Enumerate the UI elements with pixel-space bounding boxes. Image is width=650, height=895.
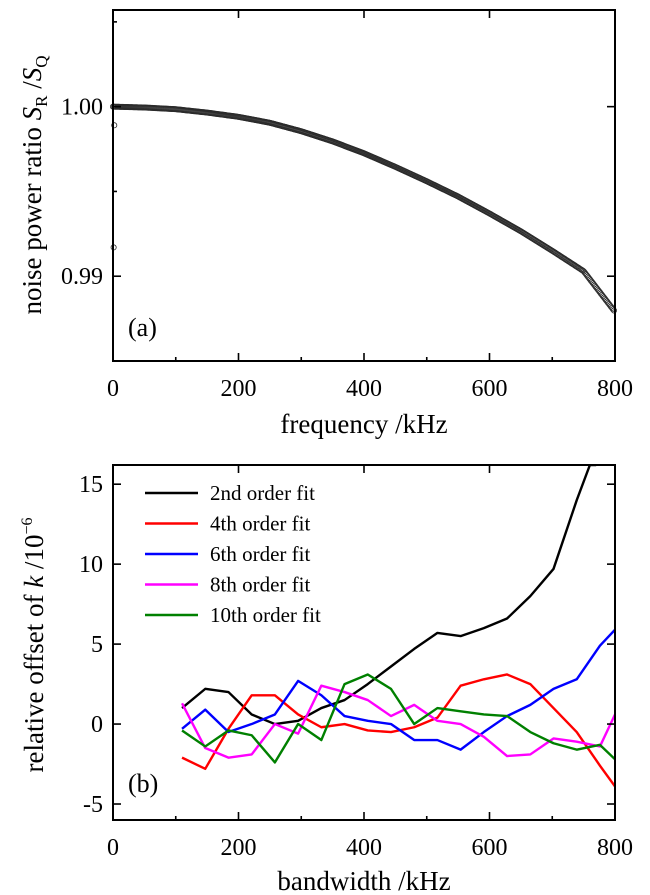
y-label-exponent: −6	[19, 518, 36, 535]
panel-a-x-tick-label: 400	[346, 376, 382, 402]
panel-a-x-tick-label: 0	[107, 376, 119, 402]
panel-a-y-tick-label: 1.00	[61, 95, 103, 121]
panel-a-label: (a)	[128, 313, 157, 342]
panel-a-y-tick-label: 0.99	[61, 264, 103, 290]
panel-b-y-tick-label: 15	[79, 472, 103, 498]
panel-b-y-axis-label: relative offset of k /10−6	[19, 518, 49, 773]
panel-b-x-tick-label: 400	[346, 835, 382, 861]
panel-b-x-tick-label: 600	[472, 835, 508, 861]
legend-label: 2nd order fit	[210, 481, 315, 505]
series-line	[181, 673, 615, 788]
series-line	[180, 684, 615, 759]
panel-a-x-tick-label: 600	[472, 376, 508, 402]
series-line	[181, 465, 597, 726]
legend-label: 8th order fit	[210, 573, 310, 597]
y-label-prefix: relative offset of	[19, 588, 49, 773]
y-label-sq: S	[17, 67, 47, 81]
legend-label: 6th order fit	[210, 542, 310, 566]
legend-label: 4th order fit	[210, 512, 310, 536]
panel-b-y-tick-label: 10	[79, 552, 103, 578]
series-line	[181, 628, 615, 751]
series-line	[181, 673, 615, 764]
y-label-sub-q: Q	[32, 55, 51, 67]
panel-a: 0 200 400 600 800 0.99 1.00 (a) frequency /kHz…	[17, 9, 633, 439]
panel-a-x-axis-label: frequency /kHz	[280, 409, 447, 439]
panel-b-y-tick-label: 5	[91, 632, 103, 658]
panel-b-x-tick-label: 800	[597, 835, 633, 861]
panel-b-x-tick-label: 0	[107, 835, 119, 861]
y-label-sr: S	[17, 106, 47, 120]
panel-a-x-tick-label: 200	[221, 376, 257, 402]
panel-b-y-tick-label: 0	[91, 712, 103, 738]
panel-a-x-tick-label: 800	[597, 376, 633, 402]
panel-b-frame	[112, 464, 616, 821]
outlier-point	[111, 122, 118, 129]
panel-b-x-tick-label: 200	[221, 835, 257, 861]
fit-series-lines	[180, 465, 615, 788]
panel-b-x-axis-label: bandwidth /kHz	[277, 866, 450, 895]
panel-b-legend: 2nd order fit 4th order fit 6th order fit 8…	[145, 481, 321, 627]
panel-b-label: (b)	[128, 769, 158, 798]
y-label-slash: /	[17, 81, 47, 96]
y-label-unit: /10	[19, 535, 49, 576]
panel-a-y-axis-label: noise power ratio SR /SQ	[17, 55, 51, 314]
noise-ratio-points	[110, 103, 618, 314]
legend-label: 10th order fit	[210, 603, 321, 627]
panel-a-ticks: 0 200 400 600 800 0.99 1.00	[61, 10, 633, 402]
panel-a-frame	[112, 9, 616, 362]
y-label-k: k	[19, 575, 49, 588]
y-label-prefix: noise power ratio	[17, 120, 47, 314]
data-point	[579, 267, 586, 274]
panel-b-y-tick-label: -5	[83, 792, 103, 818]
y-label-sub-r: R	[32, 95, 51, 107]
